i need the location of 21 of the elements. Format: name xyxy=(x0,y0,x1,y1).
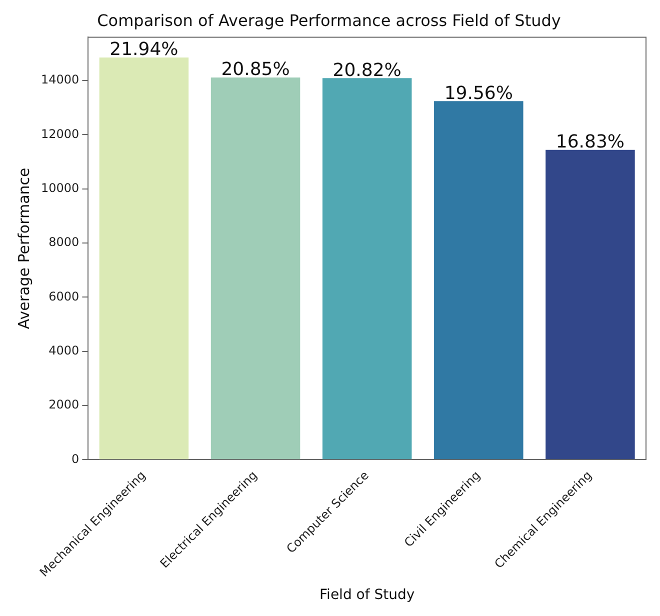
y-tick-label: 4000 xyxy=(48,343,80,358)
y-tick-label: 0 xyxy=(72,452,80,466)
x-axis-title: Field of Study xyxy=(320,587,415,604)
y-tick-label: 2000 xyxy=(48,398,80,412)
y-tick-label: 10000 xyxy=(40,180,80,195)
bar xyxy=(99,58,189,460)
annotation: 19.56% xyxy=(444,82,513,104)
bar xyxy=(210,78,300,460)
y-tick-label: 14000 xyxy=(40,72,80,87)
bar xyxy=(322,78,412,460)
y-tick-label: 8000 xyxy=(48,235,80,250)
y-tick-label: 12000 xyxy=(40,126,80,141)
annotation: 21.94% xyxy=(110,39,178,60)
annotation: 20.82% xyxy=(332,60,402,81)
y-axis-title: Average Performance xyxy=(14,168,33,330)
y-tick-label: 6000 xyxy=(48,289,80,304)
bar xyxy=(434,101,524,460)
bar xyxy=(546,150,635,460)
chart-title: Comparison of Average Performance across Field of Study xyxy=(97,10,561,30)
annotation: 20.85% xyxy=(221,59,290,80)
annotation: 16.83% xyxy=(556,132,625,153)
